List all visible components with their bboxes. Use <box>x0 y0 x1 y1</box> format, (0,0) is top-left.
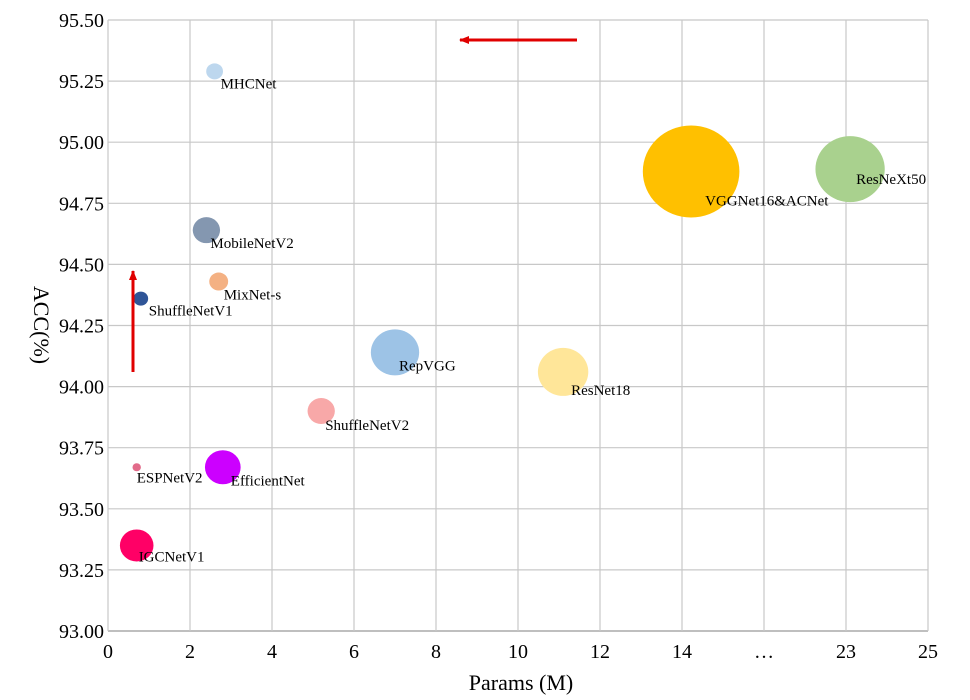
y-tick-label: 95.25 <box>59 71 104 93</box>
bubble <box>307 398 335 425</box>
y-tick-label: 93.00 <box>59 621 104 643</box>
bubble <box>370 329 420 376</box>
bubble <box>132 463 141 472</box>
x-axis-title: Params (M) <box>469 670 573 695</box>
x-tick-label: 2 <box>185 641 195 663</box>
bubble-label: MobileNetV2 <box>210 236 293 252</box>
y-tick-label: 94.50 <box>59 254 104 276</box>
y-tick-label: 94.75 <box>59 193 104 215</box>
bubbles <box>119 63 885 562</box>
bubble <box>209 272 229 291</box>
y-axis-ticks: 93.00 93.25 93.50 93.75 94.00 94.25 94.50 94.75… <box>59 10 104 643</box>
bubble-label: MHCNet <box>221 76 278 92</box>
bubble <box>204 450 241 485</box>
bubble <box>537 347 589 396</box>
x-tick-label: 14 <box>672 641 692 663</box>
bubble-label: ResNet18 <box>571 383 630 399</box>
x-tick-label: 23 <box>836 641 856 663</box>
bubble-labels: MHCNet VGGNet16&ACNet ResNeXt50 MobileNetV2… <box>137 76 926 565</box>
y-tick-label: 93.25 <box>59 560 104 582</box>
bubble-label: MixNet-s <box>224 288 282 304</box>
x-tick-label: 8 <box>431 641 441 663</box>
bubble-label: EfficientNet <box>231 473 306 489</box>
x-tick-label: 6 <box>349 641 359 663</box>
y-tick-label: 93.50 <box>59 499 104 521</box>
bubble-label: ESPNetV2 <box>137 470 203 486</box>
x-tick-label: 0 <box>103 641 113 663</box>
bubble <box>815 136 885 203</box>
bubble-label: ResNeXt50 <box>856 172 926 188</box>
grid-lines <box>107 19 929 632</box>
x-tick-label: … <box>754 641 774 663</box>
x-tick-label: 10 <box>508 641 528 663</box>
y-tick-label: 95.50 <box>59 10 104 32</box>
x-axis-ticks: 0 2 4 6 8 10 12 14 … 23 25 <box>103 641 938 663</box>
x-tick-label: 25 <box>918 641 938 663</box>
y-tick-label: 94.00 <box>59 377 104 399</box>
y-tick-label: 93.75 <box>59 438 104 460</box>
bubble-label: RepVGG <box>399 358 456 374</box>
bubble <box>133 291 149 306</box>
y-tick-label: 95.00 <box>59 132 104 154</box>
annotation-arrows <box>129 36 577 372</box>
bubble-label: IGCNetV1 <box>139 549 205 565</box>
y-tick-label: 94.25 <box>59 316 104 338</box>
y-axis-title: ACC(%) <box>29 286 54 364</box>
bubble <box>642 125 740 218</box>
bubble-label: VGGNet16&ACNet <box>705 194 829 210</box>
x-tick-label: 4 <box>267 641 277 663</box>
bubble <box>119 529 154 562</box>
bubble <box>206 63 224 80</box>
bubble-label: ShuffleNetV2 <box>325 418 409 434</box>
x-tick-label: 12 <box>590 641 610 663</box>
bubble-label: ShuffleNetV1 <box>149 304 233 320</box>
bubble <box>192 217 221 244</box>
